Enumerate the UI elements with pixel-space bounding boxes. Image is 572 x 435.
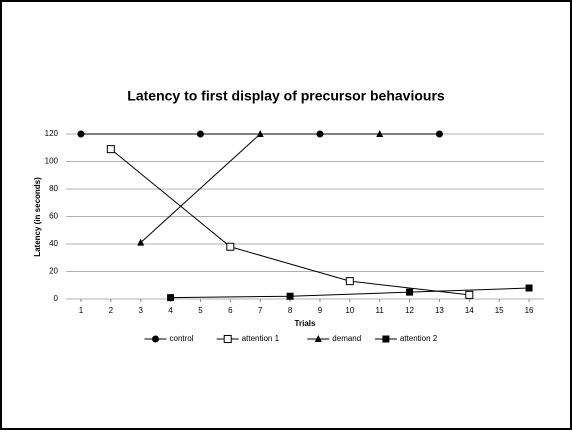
y-tick-label: 100 <box>45 157 59 166</box>
marker <box>382 335 390 343</box>
marker <box>152 335 159 343</box>
legend-label: demand <box>332 334 361 343</box>
x-tick-label: 8 <box>288 306 293 315</box>
x-tick-label: 4 <box>168 306 173 315</box>
x-axis-label: Trials <box>295 319 316 328</box>
x-tick-label: 14 <box>465 306 474 315</box>
y-tick-label: 0 <box>54 294 59 303</box>
x-tick-label: 10 <box>345 306 354 315</box>
x-tick-label: 11 <box>376 306 385 315</box>
marker <box>223 335 232 343</box>
marker <box>525 284 533 292</box>
x-tick-label: 3 <box>138 306 143 315</box>
marker <box>314 335 322 342</box>
x-tick-label: 1 <box>79 306 84 315</box>
marker <box>286 292 294 300</box>
y-tick-label: 60 <box>49 212 58 221</box>
marker <box>77 130 85 138</box>
x-tick-label: 6 <box>228 306 233 315</box>
marker <box>167 294 175 302</box>
marker <box>316 130 324 138</box>
marker <box>196 130 204 138</box>
y-axis-label: Latency (in seconds) <box>33 177 42 257</box>
marker <box>226 242 235 251</box>
marker <box>435 130 443 138</box>
y-tick-label: 20 <box>49 267 58 276</box>
marker <box>465 290 474 299</box>
y-tick-label: 40 <box>49 239 58 248</box>
y-tick-label: 120 <box>45 129 59 138</box>
x-tick-label: 2 <box>109 306 114 315</box>
chart-title: Latency to first display of precursor be… <box>127 88 445 104</box>
x-tick-label: 15 <box>495 306 504 315</box>
marker <box>106 145 115 154</box>
legend-label: control <box>170 334 194 343</box>
x-tick-label: 5 <box>198 306 203 315</box>
x-tick-label: 16 <box>525 306 534 315</box>
legend-label: attention 2 <box>400 334 438 343</box>
series-line <box>110 148 470 296</box>
marker <box>137 238 145 246</box>
series-line <box>170 287 530 299</box>
marker <box>256 130 264 137</box>
x-tick-label: 7 <box>258 306 263 315</box>
y-tick-label: 80 <box>49 184 58 193</box>
marker <box>345 277 354 286</box>
legend-label: attention 1 <box>242 334 280 343</box>
marker <box>376 130 384 137</box>
x-tick-label: 13 <box>435 306 444 315</box>
x-tick-label: 9 <box>318 306 323 315</box>
x-tick-label: 12 <box>405 306 414 315</box>
marker <box>406 288 414 296</box>
